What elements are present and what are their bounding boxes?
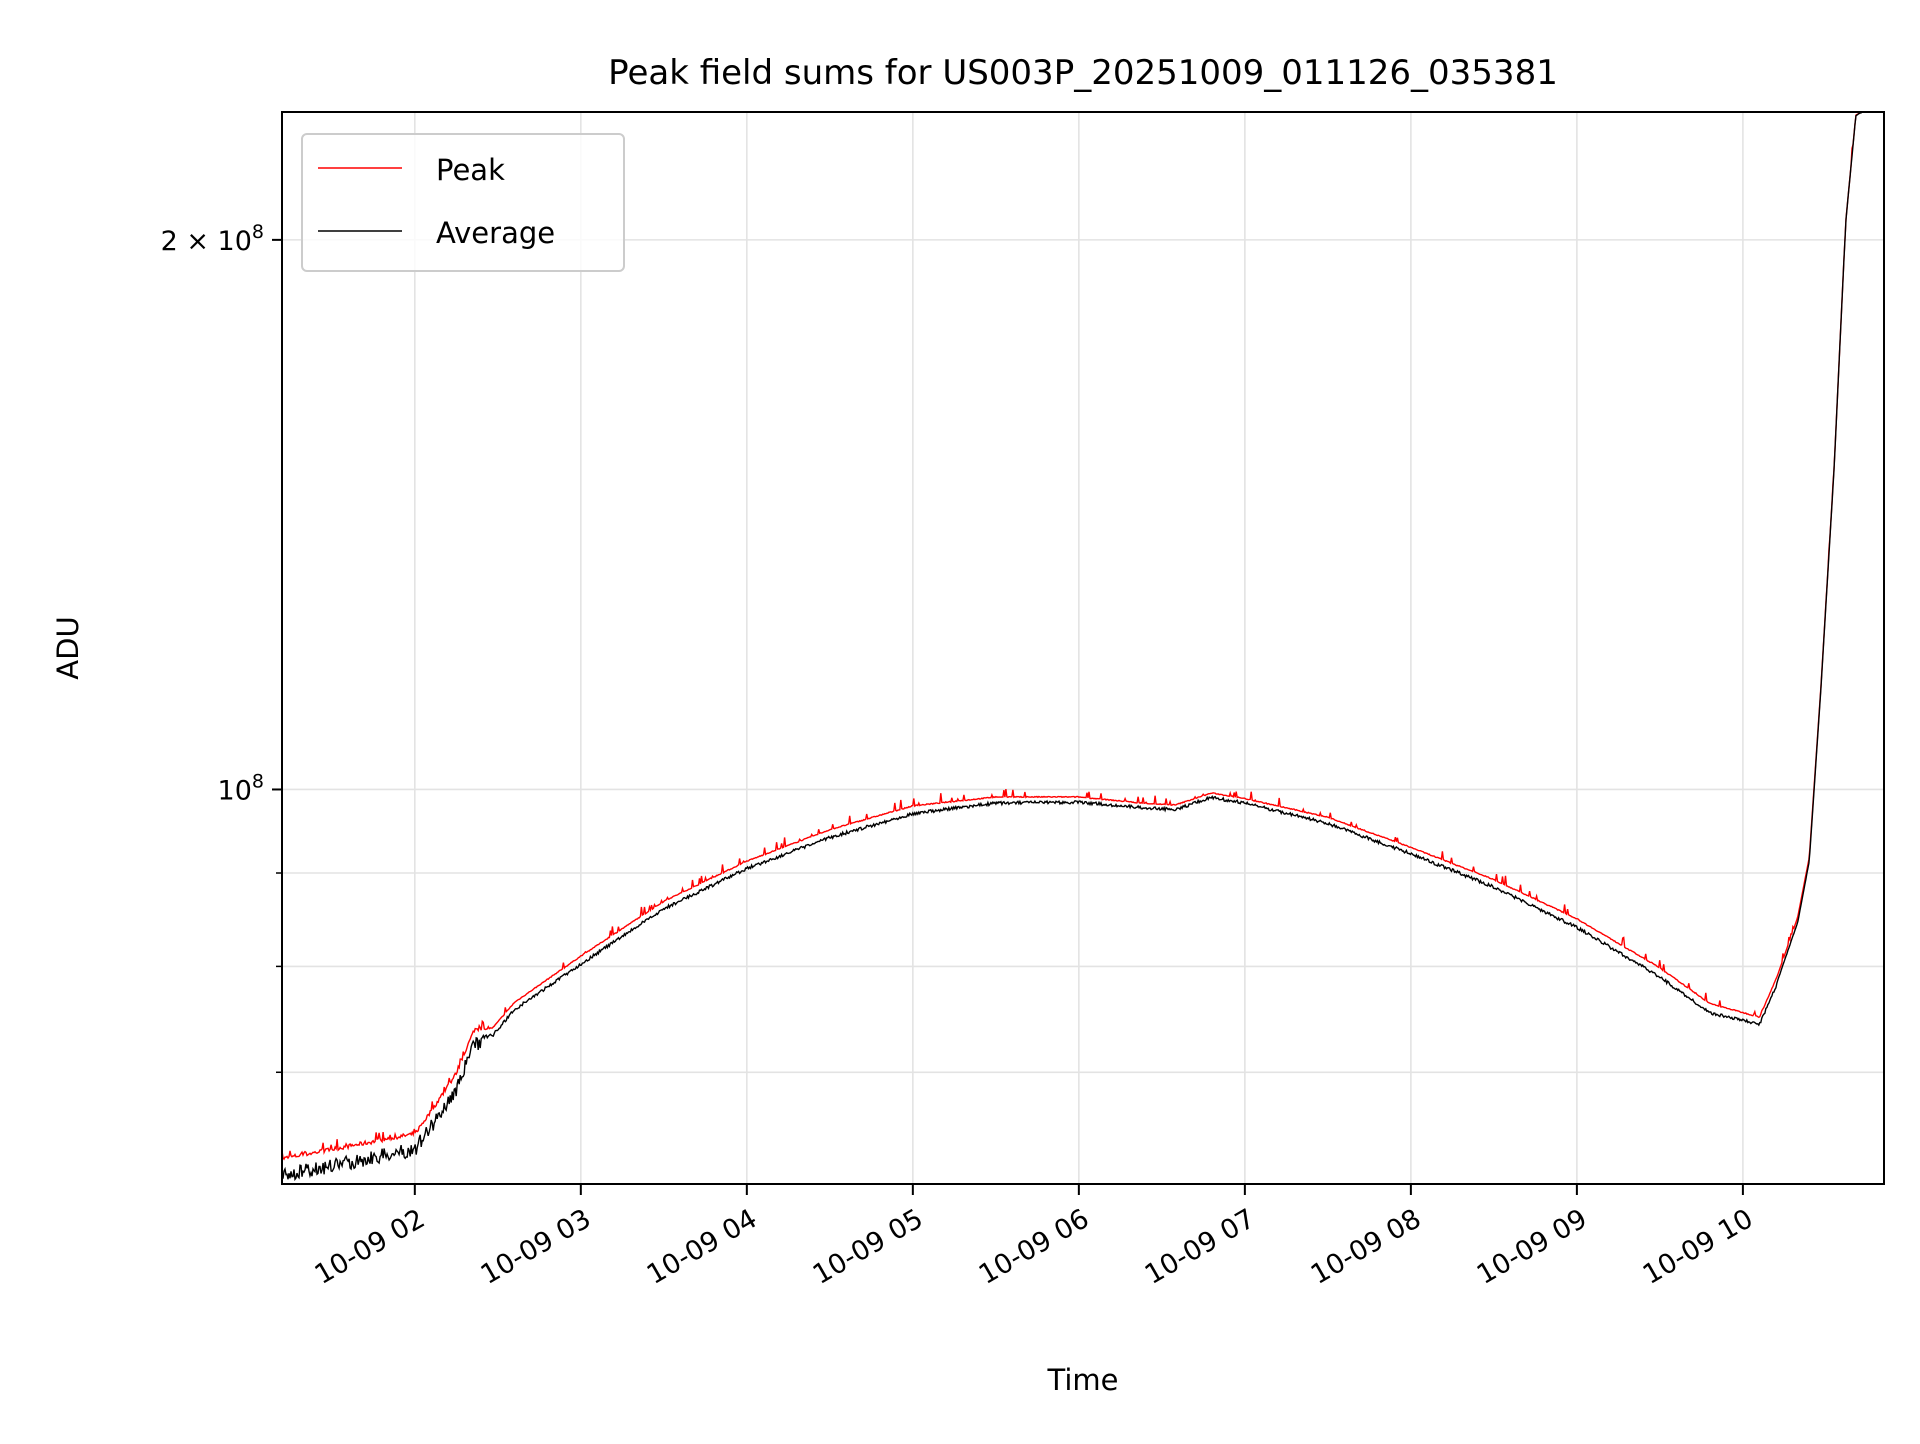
y-tick-label: 2 × 108: [161, 221, 264, 257]
plot-frame: [281, 111, 1885, 1185]
grid: [282, 112, 1884, 1184]
y-axis-label: ADU: [51, 616, 85, 679]
legend-average-label: Average: [436, 216, 555, 250]
y-tick-label: 108: [218, 770, 264, 806]
legend: Peak Average: [301, 133, 625, 272]
chart-title: Peak field sums for US003P_20251009_0111…: [608, 53, 1558, 93]
series-group: [282, 112, 1865, 1182]
legend-peak-label: Peak: [436, 153, 505, 187]
x-axis-label: Time: [1047, 1363, 1119, 1397]
series-line-average: [282, 112, 1865, 1182]
y-axis: 108 2 × 108: [161, 221, 282, 1074]
series-line-peak: [282, 112, 1863, 1161]
